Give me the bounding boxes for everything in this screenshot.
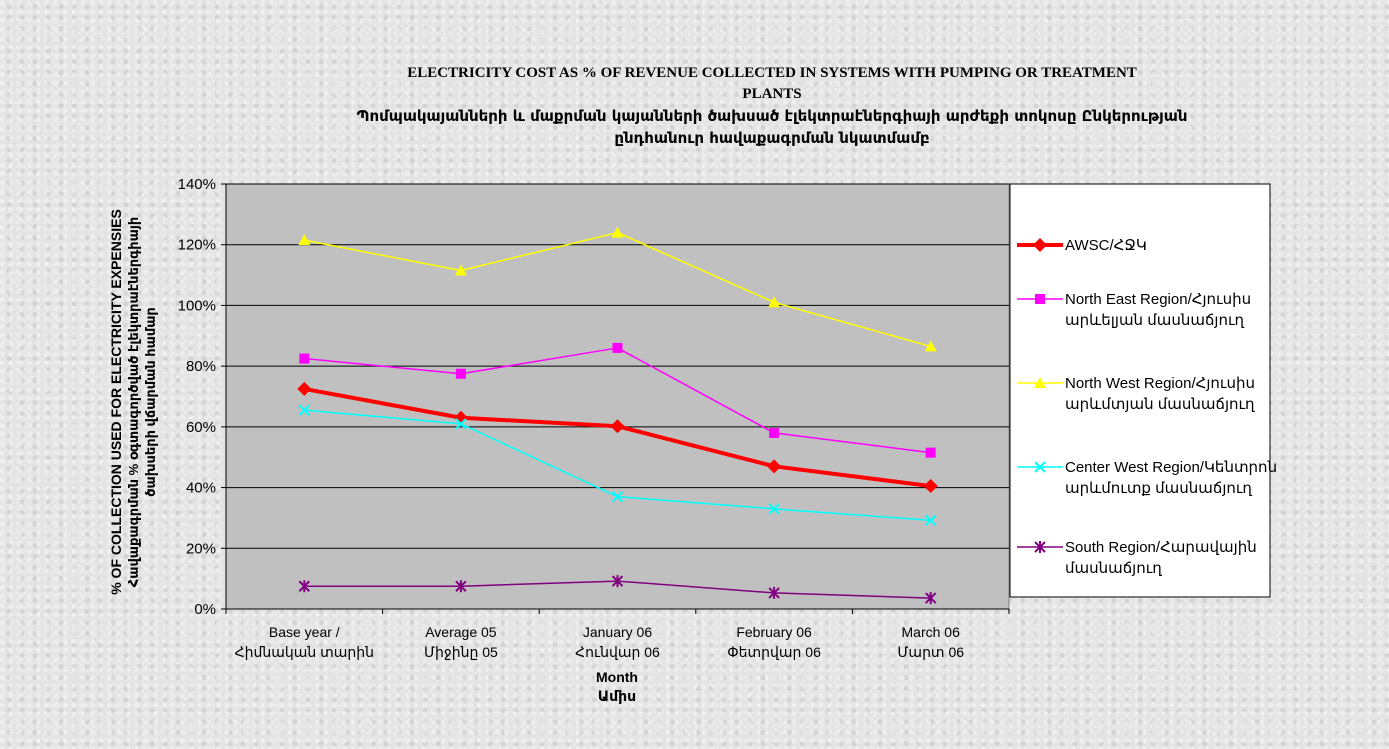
- data-point: [768, 586, 780, 599]
- chart-titles: ELECTRICITY COST AS % OF REVENUE COLLECT…: [356, 65, 1187, 147]
- data-point: [1034, 541, 1046, 553]
- series: [298, 575, 937, 605]
- chart-title-line: PLANTS: [742, 86, 801, 102]
- data-point: [1033, 238, 1047, 252]
- y-tick-label: 120%: [178, 237, 216, 254]
- x-tick-label: Հունվար 06: [575, 644, 660, 660]
- data-point: [611, 575, 624, 588]
- legend-label: արևմտյան մասնաճյուղ: [1065, 396, 1255, 413]
- x-tick-label: March 06: [902, 624, 961, 640]
- x-tick-label: Average 05: [425, 624, 497, 640]
- data-point: [1034, 377, 1046, 388]
- series: [298, 404, 937, 527]
- legend-entry: North West Region/Հյուսիս արևմտյան մասնաճ…: [1017, 375, 1255, 413]
- data-point: [297, 381, 312, 396]
- data-point: [769, 427, 780, 438]
- data-point: [611, 226, 624, 238]
- y-axis-title: % OF COLLECTION USED FOR ELECTRICITY EXP…: [108, 209, 158, 595]
- data-point: [925, 447, 936, 458]
- y-axis-title-line: % OF COLLECTION USED FOR ELECTRICITY EXP…: [108, 209, 124, 595]
- series: [298, 226, 937, 352]
- data-point: [924, 592, 937, 605]
- chart-subtitle-line: ընդհանուր հավաքագրման նկատմամբ: [614, 129, 929, 147]
- x-tick-label: Միջինը 05: [424, 644, 498, 660]
- data-point: [455, 580, 467, 593]
- data-point: [1034, 461, 1046, 473]
- data-point: [923, 479, 938, 494]
- data-point: [611, 490, 624, 503]
- data-point: [924, 514, 937, 527]
- legend-label: South Region/Հարավային: [1065, 539, 1257, 556]
- legend-label: North East Region/Հյուսիս: [1065, 291, 1251, 308]
- legend-label: North West Region/Հյուսիս: [1065, 375, 1255, 392]
- x-tick-label: Base year /: [269, 624, 340, 640]
- y-tick-label: 100%: [178, 297, 216, 314]
- legend-entry: Center West Region/Կենտրոն արևմուտք մասնա…: [1017, 459, 1277, 497]
- data-point: [767, 459, 782, 474]
- y-tick-label: 20%: [186, 540, 216, 557]
- data-point: [455, 418, 467, 430]
- data-point: [768, 296, 781, 308]
- data-point: [924, 340, 937, 352]
- data-point: [455, 368, 466, 379]
- legend-label: արևելյան մասնաճյուղ: [1065, 312, 1245, 329]
- y-axis-title-line: ծախսերի վճարման համար: [143, 307, 158, 497]
- data-point: [454, 264, 467, 276]
- gridlines: [226, 183, 1009, 549]
- y-tick-label: 80%: [186, 358, 216, 375]
- series: [297, 381, 938, 494]
- y-tick-label: 140%: [178, 176, 216, 193]
- series: [299, 342, 936, 458]
- x-tick-label: Մարտ 06: [897, 644, 964, 660]
- chart-title-line: ELECTRICITY COST AS % OF REVENUE COLLECT…: [407, 65, 1137, 81]
- data-point: [768, 503, 780, 515]
- legend-label: Center West Region/Կենտրոն: [1065, 459, 1277, 476]
- data-point: [298, 580, 311, 593]
- x-axis-title: Ամիս: [598, 688, 636, 704]
- data-point: [612, 342, 623, 353]
- y-axis-title-line: Հավաքագրման % օգտագործված էլեկտրաէներգիա…: [126, 217, 141, 587]
- x-tick-label: Հիմնական տարին: [235, 644, 374, 660]
- data-point: [610, 419, 625, 434]
- data-point: [299, 353, 310, 364]
- legend: AWSC/ՀՋԿ North East Region/Հյուսիս արևելյա…: [1017, 237, 1277, 577]
- legend-box: [1009, 183, 1271, 598]
- x-tick-label: February 06: [736, 624, 812, 640]
- y-tick-label: 0%: [194, 601, 216, 618]
- x-tick-label: January 06: [583, 624, 652, 640]
- legend-label: AWSC/ՀՋԿ: [1065, 237, 1147, 254]
- legend-entry: South Region/Հարավային մասնաճյուղ: [1017, 539, 1257, 577]
- y-tick-label: 40%: [186, 480, 216, 497]
- y-tick-label: 60%: [186, 419, 216, 436]
- series-group: [297, 226, 938, 605]
- data-point: [298, 234, 311, 246]
- chart-subtitle-line: Պոմպակայանների և մաքրման կայանների ծախսա…: [356, 107, 1187, 125]
- x-axis-title: Month: [596, 669, 638, 685]
- data-point: [298, 404, 311, 416]
- axes: 0% 20% 40% 60% 80% 100% 120% 140% Base year / Հիմ…: [108, 176, 1010, 704]
- legend-entry: North East Region/Հյուսիս արևելյան մասնաճ…: [1017, 291, 1251, 329]
- legend-entry: AWSC/ՀՋԿ: [1017, 237, 1147, 254]
- legend-label: մասնաճյուղ: [1065, 560, 1162, 577]
- legend-label: արևմուտք մասնաճյուղ: [1065, 480, 1252, 497]
- x-tick-label: Փետրվար 06: [727, 644, 821, 660]
- data-point: [1035, 294, 1045, 304]
